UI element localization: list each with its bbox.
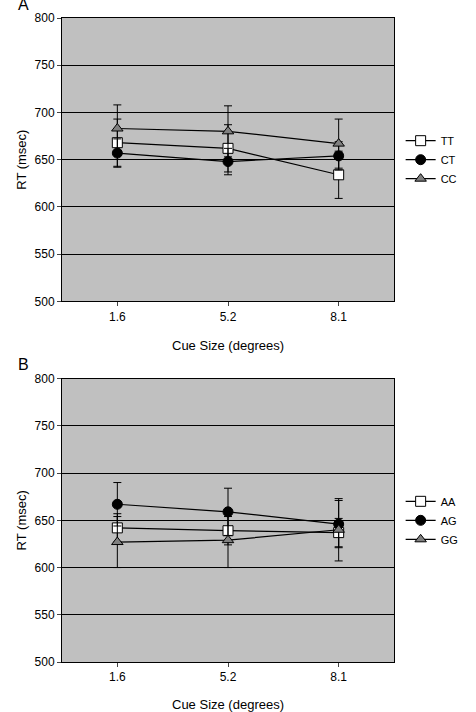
svg-text:750: 750 [35, 419, 55, 433]
svg-text:AG: AG [441, 515, 457, 527]
svg-text:800: 800 [35, 372, 55, 386]
svg-text:650: 650 [35, 514, 55, 528]
svg-text:500: 500 [35, 295, 55, 309]
svg-text:750: 750 [35, 58, 55, 72]
svg-text:500: 500 [35, 655, 55, 669]
svg-text:RT (msec): RT (msec) [14, 490, 29, 550]
svg-text:CC: CC [441, 173, 457, 185]
svg-text:RT (msec): RT (msec) [14, 130, 29, 190]
svg-text:A: A [18, 0, 29, 13]
svg-text:5.2: 5.2 [220, 670, 237, 684]
svg-text:Cue Size (degrees): Cue Size (degrees) [172, 697, 284, 712]
svg-text:8.1: 8.1 [330, 310, 347, 324]
svg-text:700: 700 [35, 466, 55, 480]
svg-text:800: 800 [35, 11, 55, 25]
svg-text:1.6: 1.6 [109, 670, 126, 684]
svg-text:700: 700 [35, 106, 55, 120]
svg-text:550: 550 [35, 608, 55, 622]
svg-text:5.2: 5.2 [220, 310, 237, 324]
svg-text:CT: CT [441, 154, 456, 166]
svg-text:TT: TT [441, 135, 455, 147]
svg-text:Cue Size (degrees): Cue Size (degrees) [172, 338, 284, 353]
svg-text:650: 650 [35, 153, 55, 167]
svg-text:1.6: 1.6 [109, 310, 126, 324]
svg-text:B: B [18, 356, 29, 373]
svg-text:AA: AA [441, 496, 456, 508]
svg-text:8.1: 8.1 [330, 670, 347, 684]
svg-text:550: 550 [35, 247, 55, 261]
svg-text:600: 600 [35, 200, 55, 214]
svg-text:600: 600 [35, 561, 55, 575]
svg-text:GG: GG [441, 534, 458, 546]
